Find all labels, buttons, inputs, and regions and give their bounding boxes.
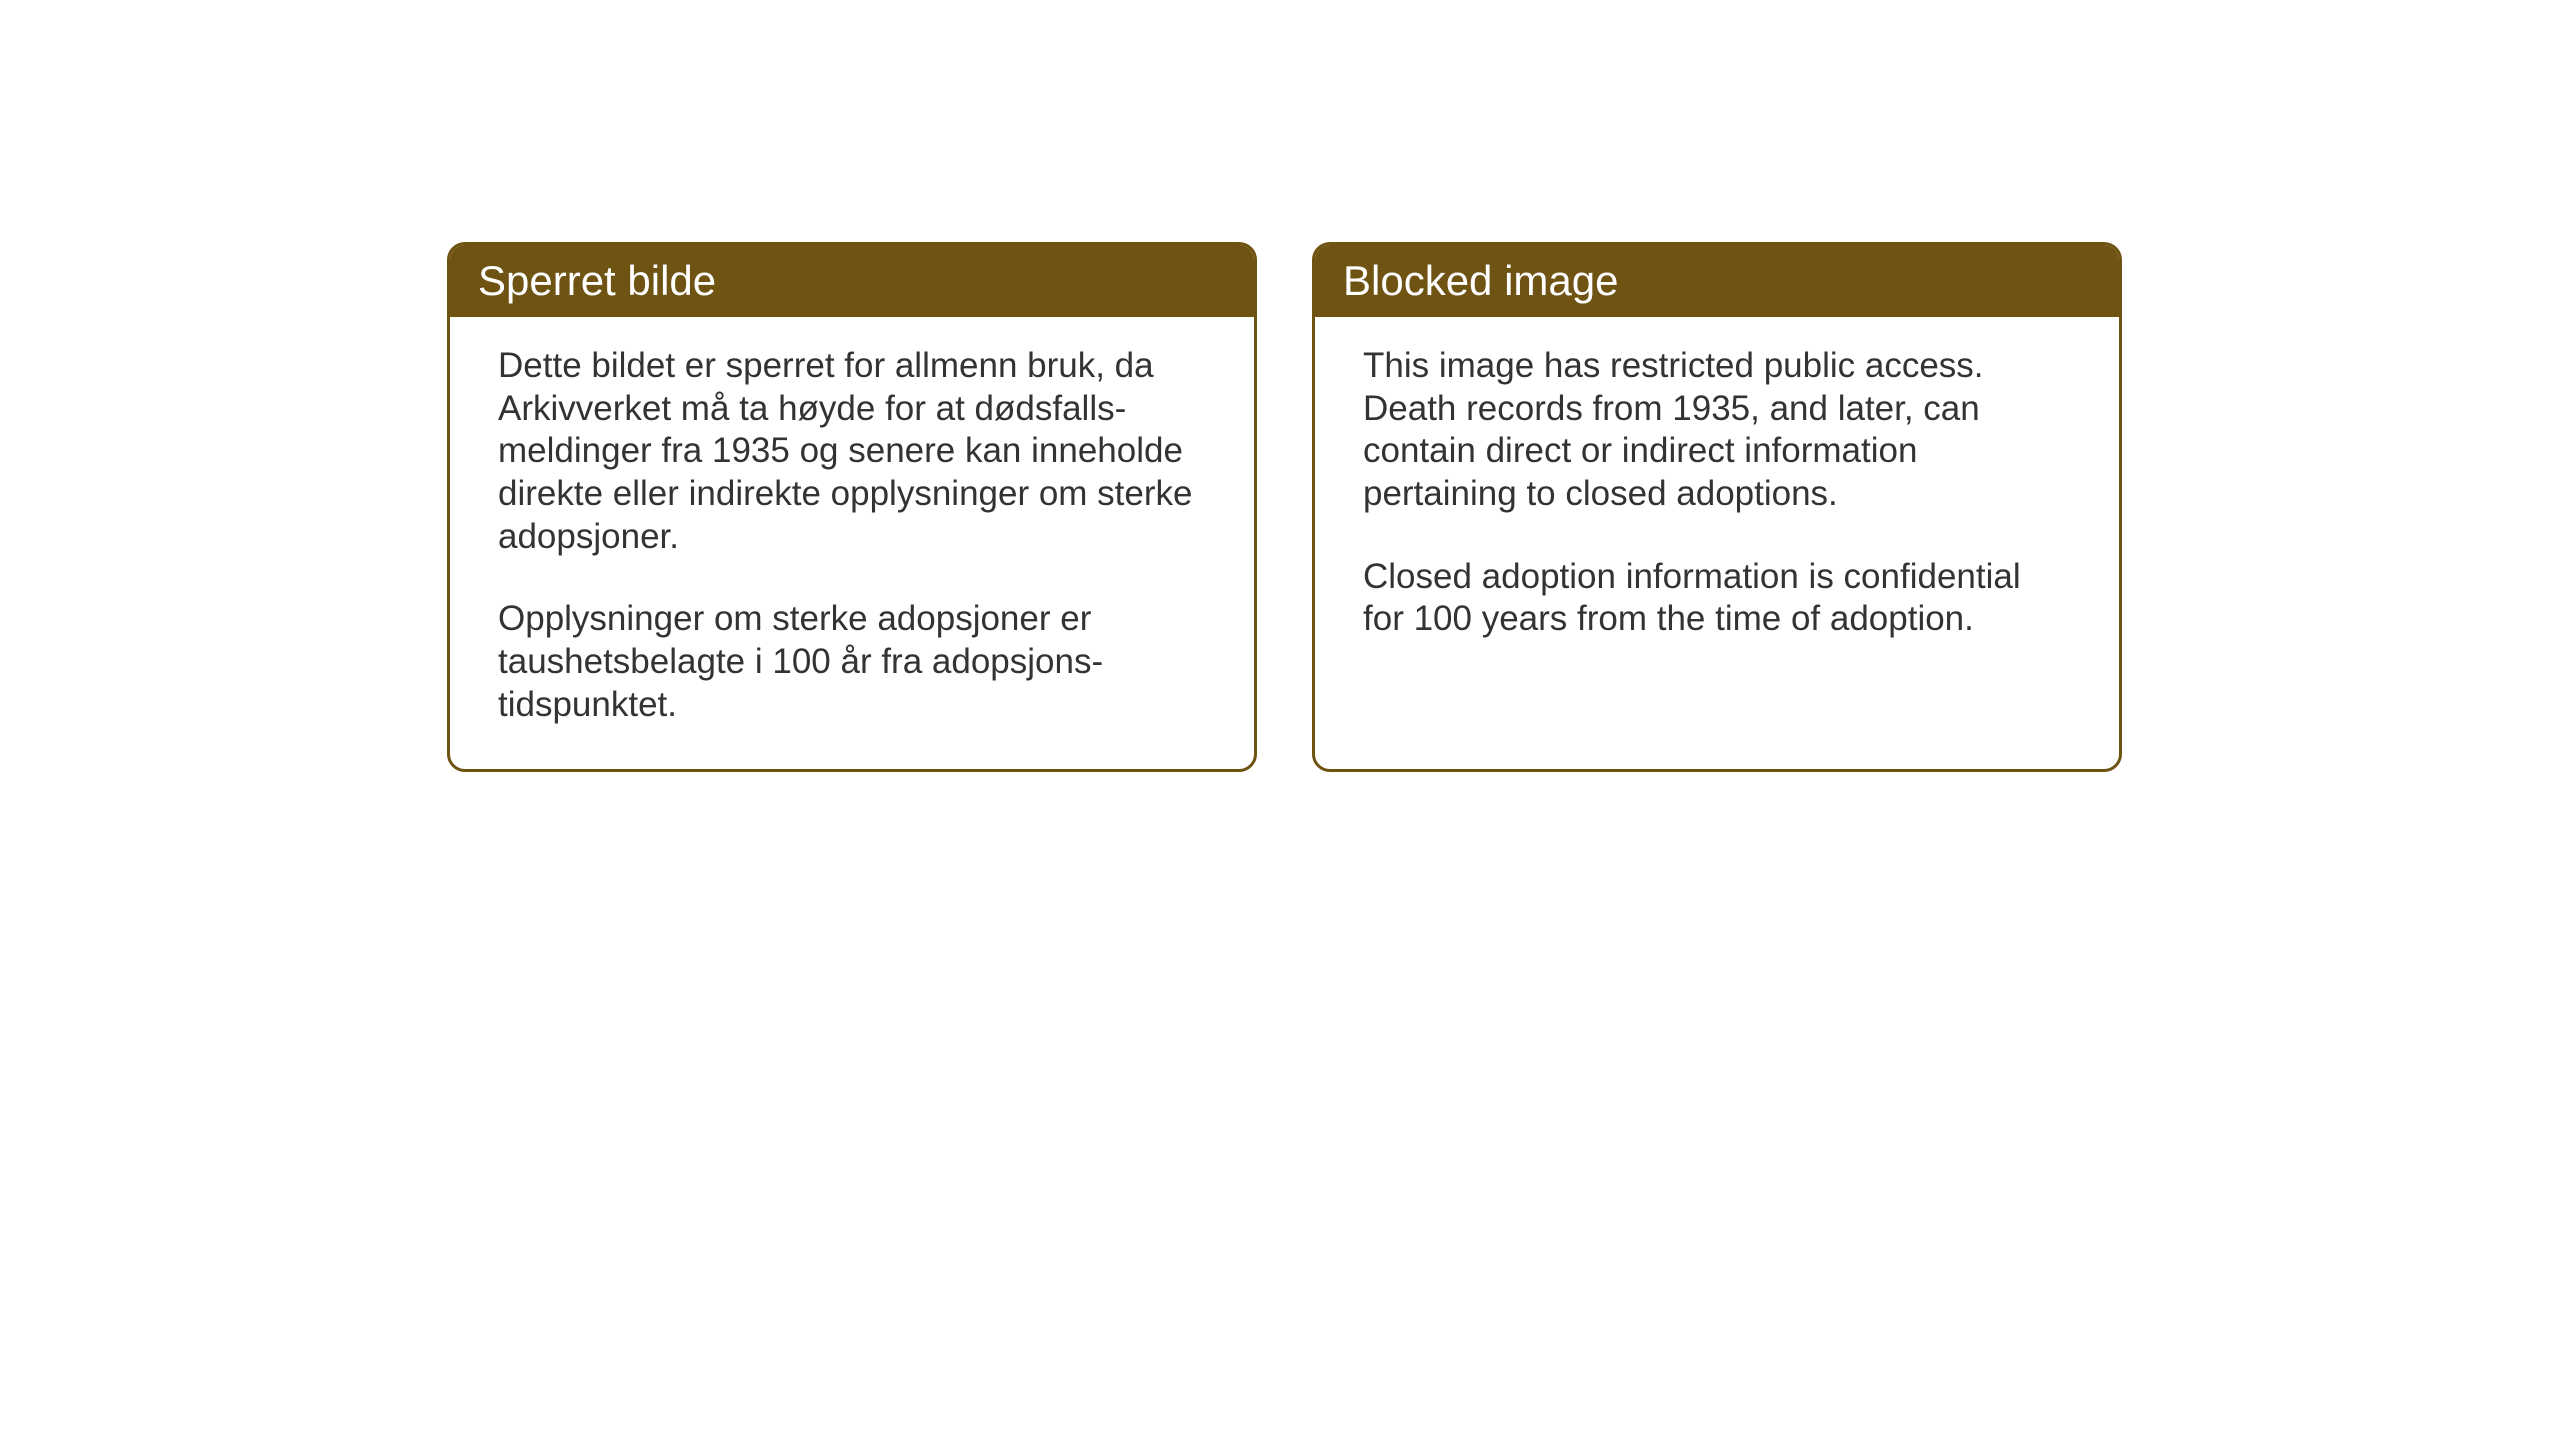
card-body-norwegian: Dette bildet er sperret for allmenn bruk… [450,317,1254,769]
card-text-norwegian: Dette bildet er sperret for allmenn bruk… [498,345,1206,727]
notice-card-norwegian: Sperret bilde Dette bildet er sperret fo… [447,242,1257,772]
card-para2-norwegian: Opplysninger om sterke adopsjoner er tau… [498,598,1206,726]
card-header-norwegian: Sperret bilde [450,245,1254,317]
card-body-english: This image has restricted public access.… [1315,317,2119,683]
card-title-english: Blocked image [1343,257,2091,305]
notice-card-english: Blocked image This image has restricted … [1312,242,2122,772]
card-para1-english: This image has restricted public access.… [1363,345,2071,516]
card-para1-norwegian: Dette bildet er sperret for allmenn bruk… [498,345,1206,558]
card-header-english: Blocked image [1315,245,2119,317]
card-para2-english: Closed adoption information is confident… [1363,556,2071,641]
notice-container: Sperret bilde Dette bildet er sperret fo… [447,242,2122,772]
card-text-english: This image has restricted public access.… [1363,345,2071,641]
card-title-norwegian: Sperret bilde [478,257,1226,305]
